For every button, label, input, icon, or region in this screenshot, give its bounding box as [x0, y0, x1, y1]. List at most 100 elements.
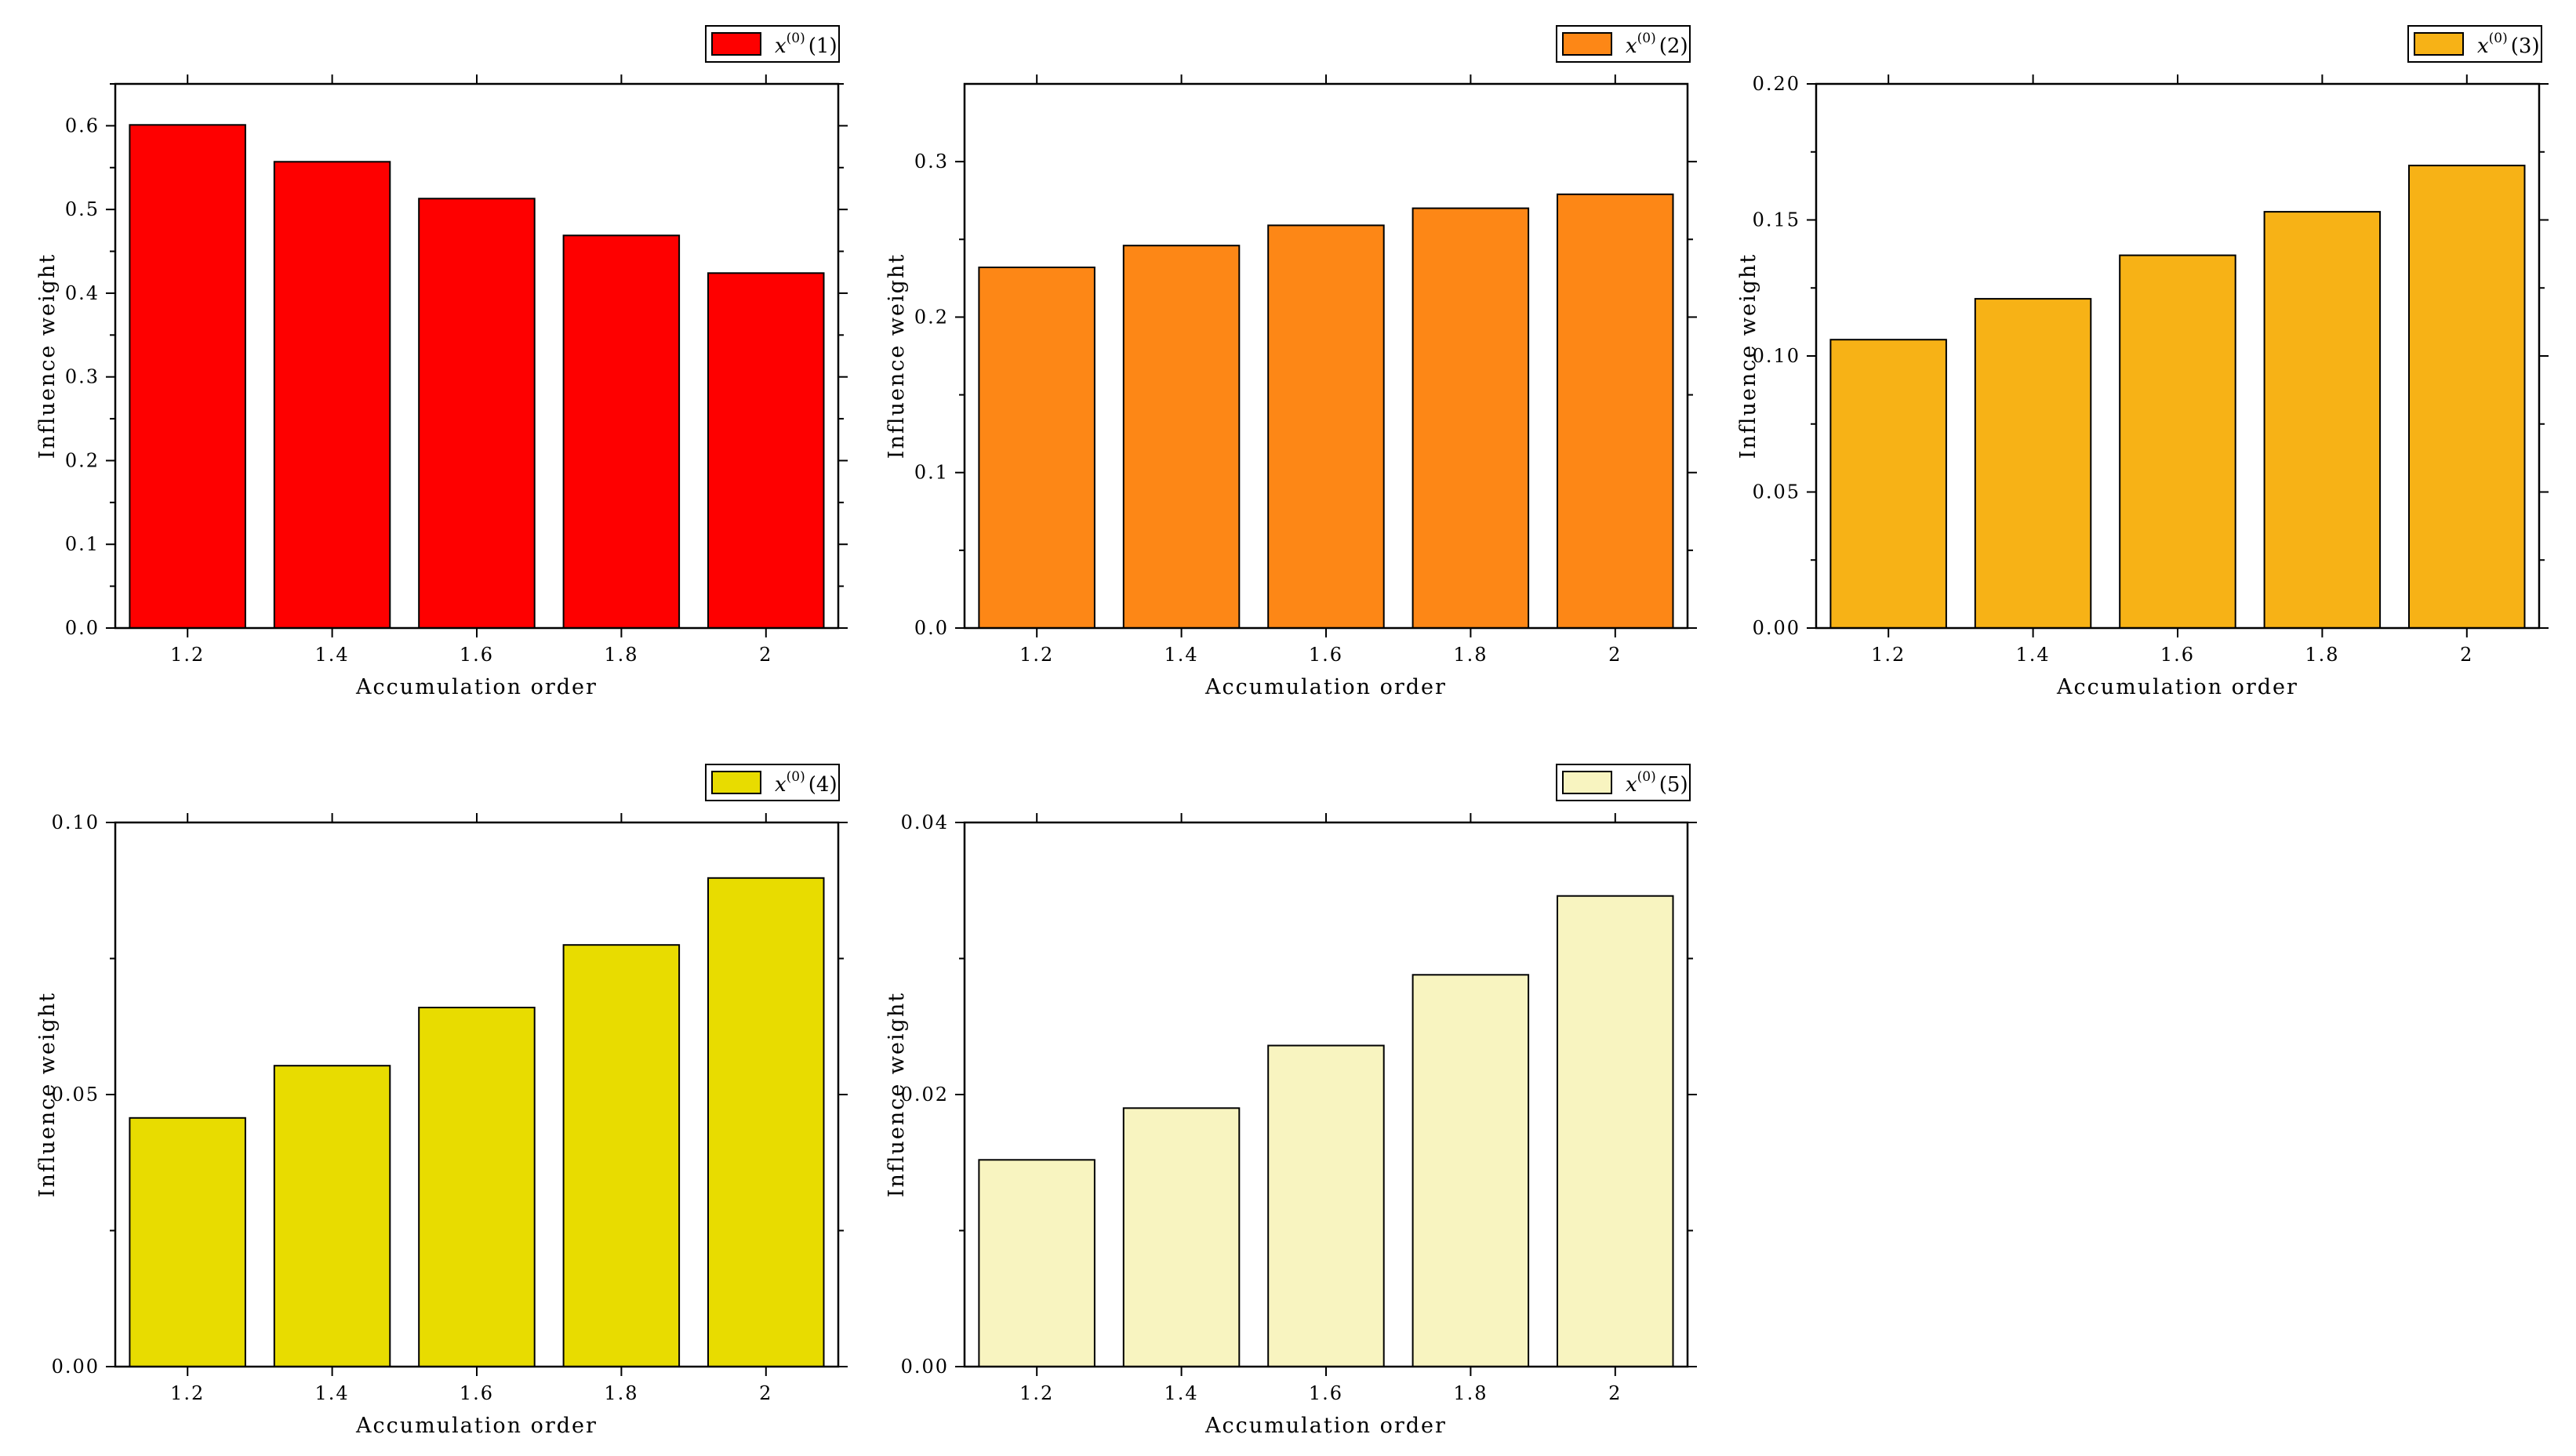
chart-panel-4: 0.00 0.05 0.10 1.2 1.4 1.6 1.8 2 Accumulation or… — [35, 764, 848, 1438]
x-tick-label: 2 — [759, 1382, 772, 1404]
legend-var: x — [775, 34, 787, 58]
legend-label: x(0) (5) — [1626, 769, 1688, 797]
y-axis-title: Influence weight — [35, 253, 60, 459]
bar-2 — [2408, 165, 2526, 630]
legend-idx: (3) — [2511, 34, 2540, 58]
bar-1.4 — [273, 1065, 391, 1367]
y-axis-title: Influence weight — [35, 992, 60, 1197]
bar-1.8 — [1412, 974, 1530, 1368]
bar-1.4 — [1122, 245, 1241, 629]
x-tick-label: 2 — [759, 644, 772, 666]
x-axis-title: Accumulation order — [1204, 1414, 1447, 1438]
y-tick-label: 0.00 — [901, 1356, 949, 1378]
legend-swatch — [1562, 32, 1612, 56]
x-tick-label: 1.8 — [604, 644, 638, 666]
x-tick-label: 1.4 — [1164, 644, 1199, 666]
y-axis-title: Influence weight — [885, 992, 909, 1197]
bar-1.8 — [562, 944, 681, 1367]
legend-sup: (0) — [1637, 31, 1656, 46]
bar-2 — [1557, 895, 1674, 1367]
bar-1.8 — [1412, 207, 1530, 630]
legend-sup: (0) — [2489, 31, 2508, 46]
legend-var: x — [775, 773, 787, 797]
y-tick-label: 0.05 — [1753, 481, 1800, 503]
legend-swatch — [711, 771, 761, 794]
chart-panel-5: 0.00 0.02 0.04 1.2 1.4 1.6 1.8 2 Accumulation or… — [885, 764, 1697, 1438]
legend-sup: (0) — [1637, 769, 1656, 785]
y-tick-label: 0.1 — [914, 462, 949, 484]
legend-swatch — [2414, 32, 2464, 56]
legend-idx: (5) — [1659, 773, 1688, 797]
x-tick-label: 1.6 — [460, 1382, 494, 1404]
x-tick-label: 1.8 — [2305, 644, 2339, 666]
bar-1.4 — [273, 161, 391, 630]
x-axis-title: Accumulation order — [355, 675, 598, 699]
chart-panel-1: 0.0 0.1 0.2 0.3 0.4 0.5 0.6 1.2 1.4 1.6 1.8 2 Accumu… — [35, 25, 848, 699]
x-tick-label: 1.6 — [1309, 644, 1343, 666]
bar-2 — [707, 272, 825, 629]
x-tick-label: 1.6 — [460, 644, 494, 666]
legend-sup: (0) — [787, 769, 805, 785]
y-tick-label: 0.2 — [914, 306, 949, 328]
chart-panel-2: 0.0 0.1 0.2 0.3 1.2 1.4 1.6 1.8 2 Accumulation or… — [885, 25, 1697, 699]
bar-1.8 — [2263, 211, 2382, 630]
bar-1.6 — [1267, 1044, 1385, 1367]
legend-swatch — [1562, 771, 1612, 794]
bar-1.2 — [978, 267, 1095, 629]
bar-2 — [707, 877, 825, 1368]
legend: x(0) (2) — [1556, 25, 1691, 63]
y-tick-label: 0.00 — [52, 1356, 100, 1378]
y-tick-label: 0.0 — [914, 617, 949, 639]
bar-1.6 — [2119, 254, 2236, 629]
y-axis-title: Influence weight — [885, 253, 909, 459]
x-tick-label: 1.8 — [1453, 644, 1488, 666]
x-tick-label: 2 — [1608, 1382, 1622, 1404]
y-tick-label: 0.05 — [52, 1084, 100, 1106]
chart-panel-3: 0.00 0.05 0.10 0.15 0.20 1.2 1.4 1.6 1.8 2 Accumul… — [1736, 25, 2549, 699]
bar-1.2 — [129, 1117, 246, 1368]
legend-sup: (0) — [787, 31, 805, 46]
y-tick-label: 0.20 — [1753, 73, 1800, 95]
y-tick-label: 0.4 — [65, 282, 100, 304]
bar-2 — [1557, 193, 1674, 630]
bar-1.6 — [1267, 224, 1385, 629]
bar-1.6 — [418, 1007, 536, 1367]
x-tick-label: 2 — [2460, 644, 2473, 666]
legend-box — [1556, 25, 1691, 63]
y-tick-label: 0.6 — [65, 114, 100, 136]
x-tick-label: 1.2 — [1019, 644, 1054, 666]
y-axis-title: Influence weight — [1736, 253, 1760, 459]
x-tick-label: 1.4 — [315, 1382, 350, 1404]
y-tick-label: 0.10 — [1753, 345, 1800, 367]
y-tick-label: 0.04 — [901, 812, 949, 833]
y-tick-label: 0.3 — [65, 366, 100, 388]
x-tick-label: 1.8 — [604, 1382, 638, 1404]
legend-swatch — [711, 32, 761, 56]
legend-var: x — [1626, 34, 1637, 58]
x-axis-title: Accumulation order — [1204, 675, 1447, 699]
x-tick-label: 1.2 — [1871, 644, 1906, 666]
legend-label: x(0) (4) — [775, 769, 837, 797]
y-tick-label: 0.15 — [1753, 209, 1800, 231]
bar-1.2 — [129, 124, 246, 630]
x-axis-title: Accumulation order — [2056, 675, 2298, 699]
legend-var: x — [2477, 34, 2489, 58]
legend-idx: (2) — [1659, 34, 1688, 58]
bar-1.6 — [418, 198, 536, 630]
legend: x(0) (3) — [2407, 25, 2542, 63]
x-tick-label: 2 — [1608, 644, 1622, 666]
legend-var: x — [1626, 773, 1637, 797]
legend-idx: (1) — [808, 34, 837, 58]
x-tick-label: 1.2 — [170, 1382, 205, 1404]
y-tick-label: 0.02 — [901, 1084, 949, 1106]
legend-label: x(0) (3) — [2477, 31, 2540, 58]
y-tick-label: 0.00 — [1753, 617, 1800, 639]
x-tick-label: 1.4 — [2016, 644, 2051, 666]
x-axis-title: Accumulation order — [355, 1414, 598, 1438]
y-tick-label: 0.10 — [52, 812, 100, 833]
bar-1.4 — [1974, 298, 2092, 629]
x-tick-label: 1.8 — [1453, 1382, 1488, 1404]
legend-label: x(0) (2) — [1626, 31, 1688, 58]
x-tick-label: 1.6 — [1309, 1382, 1343, 1404]
legend-label: x(0) (1) — [775, 31, 837, 58]
